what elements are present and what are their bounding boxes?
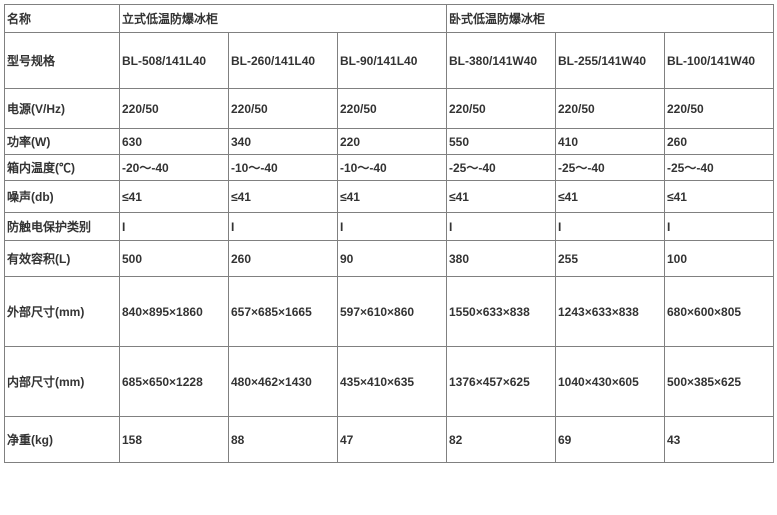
row-outer-dim: 外部尺寸(mm) 840×895×1860 657×685×1665 597×6… [5,277,774,347]
cell: 220/50 [665,89,774,129]
cell: 500 [120,241,229,277]
cell-model-0: BL-508/141L40 [120,33,229,89]
cell-model-2: BL-90/141L40 [338,33,447,89]
label-shock-class: 防触电保护类别 [5,213,120,241]
cell-model-5: BL-100/141W40 [665,33,774,89]
row-power-supply: 电源(V/Hz) 220/50 220/50 220/50 220/50 220… [5,89,774,129]
cell: 220/50 [120,89,229,129]
spec-table: 名称 立式低温防爆冰柜 卧式低温防爆冰柜 型号规格 BL-508/141L40 … [4,4,774,463]
label-model: 型号规格 [5,33,120,89]
label-power-supply: 电源(V/Hz) [5,89,120,129]
cell: 1550×633×838 [447,277,556,347]
cell: 597×610×860 [338,277,447,347]
cell: 630 [120,129,229,155]
cell: 220/50 [556,89,665,129]
cell: 1243×633×838 [556,277,665,347]
cell: 82 [447,417,556,463]
row-noise: 噪声(db) ≤41 ≤41 ≤41 ≤41 ≤41 ≤41 [5,181,774,213]
cell: 550 [447,129,556,155]
cell: ≤41 [229,181,338,213]
cell: 657×685×1665 [229,277,338,347]
category-vertical: 立式低温防爆冰柜 [120,5,447,33]
cell: 88 [229,417,338,463]
cell: 47 [338,417,447,463]
cell: 69 [556,417,665,463]
cell: 255 [556,241,665,277]
row-capacity: 有效容积(L) 500 260 90 380 255 100 [5,241,774,277]
cell: ≤41 [447,181,556,213]
cell: 158 [120,417,229,463]
cell: 260 [665,129,774,155]
cell: -25～-40 [447,155,556,181]
row-model: 型号规格 BL-508/141L40 BL-260/141L40 BL-90/1… [5,33,774,89]
cell: 1376×457×625 [447,347,556,417]
cell: 685×650×1228 [120,347,229,417]
cell: I [447,213,556,241]
cell: 340 [229,129,338,155]
row-shock-class: 防触电保护类别 I I I I I I [5,213,774,241]
cell: ≤41 [120,181,229,213]
cell-model-1: BL-260/141L40 [229,33,338,89]
cell: 260 [229,241,338,277]
cell: 435×410×635 [338,347,447,417]
cell: 220/50 [338,89,447,129]
label-net-weight: 净重(kg) [5,417,120,463]
cell: I [665,213,774,241]
cell: -25～-40 [665,155,774,181]
row-net-weight: 净重(kg) 158 88 47 82 69 43 [5,417,774,463]
cell: ≤41 [665,181,774,213]
cell: 410 [556,129,665,155]
row-wattage: 功率(W) 630 340 220 550 410 260 [5,129,774,155]
cell: 480×462×1430 [229,347,338,417]
cell: ≤41 [556,181,665,213]
cell: 840×895×1860 [120,277,229,347]
cell: ≤41 [338,181,447,213]
cell: 100 [665,241,774,277]
label-capacity: 有效容积(L) [5,241,120,277]
cell: -10～-40 [338,155,447,181]
cell: 43 [665,417,774,463]
cell: I [556,213,665,241]
cell: -10～-40 [229,155,338,181]
cell: 680×600×805 [665,277,774,347]
label-noise: 噪声(db) [5,181,120,213]
cell: 1040×430×605 [556,347,665,417]
label-name: 名称 [5,5,120,33]
cell: I [338,213,447,241]
cell: 500×385×625 [665,347,774,417]
cell: I [120,213,229,241]
category-horizontal: 卧式低温防爆冰柜 [447,5,774,33]
cell: I [229,213,338,241]
row-temp: 箱内温度(℃) -20～-40 -10～-40 -10～-40 -25～-40 … [5,155,774,181]
cell: 220/50 [447,89,556,129]
label-inner-dim: 内部尺寸(mm) [5,347,120,417]
row-name: 名称 立式低温防爆冰柜 卧式低温防爆冰柜 [5,5,774,33]
label-wattage: 功率(W) [5,129,120,155]
label-temp: 箱内温度(℃) [5,155,120,181]
cell: 90 [338,241,447,277]
label-outer-dim: 外部尺寸(mm) [5,277,120,347]
cell-model-3: BL-380/141W40 [447,33,556,89]
cell: -25～-40 [556,155,665,181]
row-inner-dim: 内部尺寸(mm) 685×650×1228 480×462×1430 435×4… [5,347,774,417]
cell: -20～-40 [120,155,229,181]
cell: 220/50 [229,89,338,129]
cell-model-4: BL-255/141W40 [556,33,665,89]
cell: 220 [338,129,447,155]
cell: 380 [447,241,556,277]
